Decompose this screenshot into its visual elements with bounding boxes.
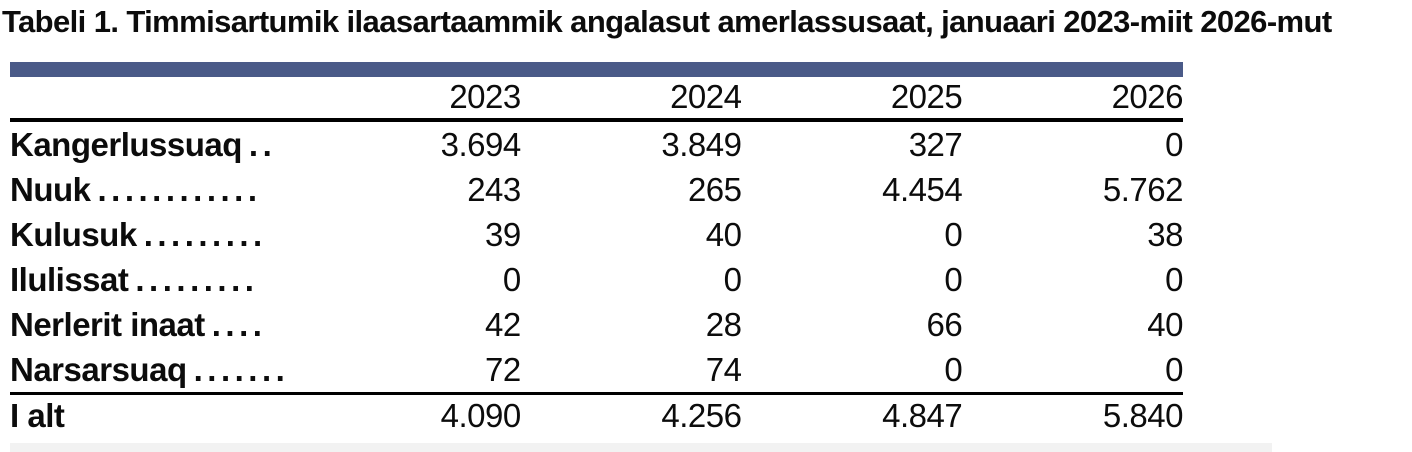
leader-dots: .......	[193, 350, 290, 388]
total-cell-value: 5.840	[1102, 397, 1184, 434]
bottom-bar	[10, 443, 1272, 452]
table-row-kangerlussuaq: Kangerlussuaq.. 3.694 3.849 327 0	[10, 122, 1183, 167]
leader-dots: .........	[143, 215, 267, 253]
table-row-nuuk: Nuuk............ 243 265 4.454 5.762	[10, 167, 1183, 212]
cell-value: 40	[1147, 305, 1183, 343]
cell-value: 38	[1147, 215, 1183, 253]
cell-value: 40	[705, 215, 742, 253]
table-row-ilulissat: Ilulissat......... 0 0 0 0	[10, 257, 1183, 302]
cell-value: 3.694	[440, 125, 522, 163]
cell-value: 3.849	[661, 125, 742, 163]
table-row-nerlerit-inaat: Nerlerit inaat.... 42 28 66 40	[10, 302, 1183, 347]
column-header-2025: 2025	[890, 78, 963, 115]
cell-value: 42	[485, 305, 521, 343]
row-label-text: Narsarsuaq	[10, 350, 187, 388]
table-row-narsarsuaq: Narsarsuaq....... 72 74 0 0	[10, 347, 1183, 392]
total-cell-value: 4.847	[882, 397, 963, 434]
table-title: Tabeli 1. Timmisartumik ilaasartaammik a…	[2, 4, 1332, 39]
table-row-kulusuk: Kulusuk......... 39 40 0 38	[10, 212, 1183, 257]
cell-value: 39	[485, 215, 521, 253]
cell-value: 327	[908, 125, 963, 163]
cell-value: 243	[467, 170, 521, 208]
leader-dots: ..	[248, 125, 277, 163]
accent-bar	[10, 62, 1183, 77]
cell-value: 5.762	[1102, 170, 1184, 208]
row-label-text: Ilulissat	[10, 260, 129, 298]
total-cell-value: 4.256	[661, 397, 742, 434]
table-header-row: 2023 2024 2025 2026	[10, 78, 1183, 116]
column-header-2026: 2026	[1111, 78, 1184, 115]
cell-value: 0	[1165, 125, 1183, 163]
cell-value: 28	[705, 305, 742, 343]
table-total-row: I alt 4.090 4.256 4.847 5.840	[10, 395, 1183, 437]
cell-value: 4.454	[882, 170, 963, 208]
row-label-text: Nuuk	[10, 170, 91, 208]
header-rule	[10, 118, 1183, 122]
row-label: Kangerlussuaq..	[10, 126, 300, 164]
leader-dots: .........	[135, 260, 259, 298]
cell-value: 0	[502, 260, 521, 298]
total-row-label: I alt	[10, 397, 65, 434]
row-label: Nerlerit inaat....	[10, 306, 300, 344]
cell-value: 0	[944, 215, 963, 253]
cell-value: 74	[705, 350, 742, 388]
cell-value: 0	[944, 260, 963, 298]
row-label: Ilulissat.........	[10, 261, 300, 299]
cell-value: 0	[1165, 260, 1183, 298]
leader-dots: ............	[97, 170, 262, 208]
row-label: Nuuk............	[10, 171, 300, 209]
column-header-2023: 2023	[449, 78, 521, 115]
row-label-text: Kangerlussuaq	[10, 125, 242, 163]
cell-value: 0	[944, 350, 963, 388]
cell-value: 0	[1165, 350, 1183, 388]
leader-dots: ....	[211, 305, 267, 343]
row-label-text: Kulusuk	[10, 215, 137, 253]
row-label: Narsarsuaq.......	[10, 351, 300, 389]
total-rule	[10, 392, 1183, 395]
total-cell-value: 4.090	[440, 397, 522, 434]
cell-value: 0	[723, 260, 742, 298]
cell-value: 72	[485, 350, 521, 388]
row-label: Kulusuk.........	[10, 216, 300, 254]
cell-value: 66	[926, 305, 963, 343]
table-body: Kangerlussuaq.. 3.694 3.849 327 0 Nuuk..…	[10, 122, 1183, 392]
cell-value: 265	[687, 170, 742, 208]
column-header-2024: 2024	[670, 78, 742, 115]
row-label-text: Nerlerit inaat	[10, 305, 205, 343]
